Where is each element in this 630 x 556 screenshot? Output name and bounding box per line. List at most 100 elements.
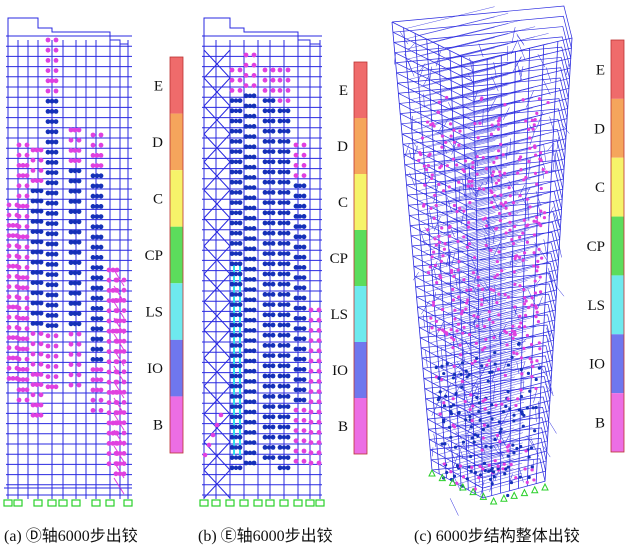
plastic-hinge [490,191,493,194]
plastic-hinge [252,369,257,374]
plastic-hinge [468,201,471,204]
plastic-hinge [298,367,302,371]
plastic-hinge [39,301,44,306]
plastic-hinge [54,201,59,206]
plastic-hinge [494,404,497,407]
plastic-hinge [298,398,302,402]
plastic-hinge [522,98,525,101]
plastic-hinge [463,170,466,173]
plastic-hinge [263,251,268,256]
plastic-hinge [294,255,299,260]
plastic-hinge [271,414,276,419]
plastic-hinge [294,367,299,372]
plastic-hinge [286,435,291,440]
plastic-hinge [99,326,104,331]
plastic-hinge [263,343,268,348]
plastic-hinge [530,446,533,449]
plastic-hinge [302,316,307,321]
plastic-hinge [282,292,286,296]
plastic-hinge [440,146,443,149]
plastic-hinge [54,344,59,349]
plastic-hinge [114,359,119,364]
plastic-hinge [450,328,453,331]
brace-line [452,253,455,265]
plastic-hinge [99,255,104,260]
plastic-hinge [248,175,252,179]
plastic-hinge [230,414,235,419]
plastic-hinge [527,455,530,458]
floor-grid [433,20,522,42]
plastic-hinge [267,343,271,347]
plastic-hinge [542,168,545,171]
plastic-hinge [114,278,119,283]
plastic-hinge [39,199,44,204]
plastic-hinge [471,419,474,422]
plastic-hinge [252,134,257,139]
brace-line [459,186,460,200]
plastic-hinge [462,326,465,329]
plastic-hinge [278,221,283,226]
plastic-hinge [444,242,447,245]
plastic-hinge [248,349,252,353]
plastic-hinge [17,357,22,362]
plastic-hinge [455,329,458,332]
plastic-hinge [479,473,482,476]
plastic-hinge [238,384,243,389]
legend-swatch-ls [170,283,183,340]
plastic-hinge [493,475,496,478]
plastic-hinge [441,135,444,138]
support [542,484,548,490]
plastic-hinge [298,245,302,249]
plastic-hinge [309,450,314,455]
plastic-hinge [215,423,220,428]
panel-b-caption: (b) Ⓔ轴6000步出铰 [198,522,333,546]
plastic-hinge [122,329,127,334]
panel-a-frame-elevation [4,18,132,506]
plastic-hinge [510,481,513,484]
plastic-hinge [517,343,520,346]
brace-line [550,117,554,132]
plastic-hinge [508,221,511,224]
plastic-hinge [39,260,44,265]
floor-grid [409,48,495,69]
plastic-hinge [477,410,480,413]
plastic-hinge [302,153,307,158]
plastic-hinge [248,165,252,169]
plastic-hinge [278,261,283,266]
plastic-hinge [494,363,497,366]
brace-line [492,366,497,381]
plastic-hinge [498,212,501,215]
plastic-hinge [114,308,119,313]
plastic-hinge [25,163,30,168]
plastic-hinge [504,374,507,377]
plastic-hinge [438,241,441,244]
plastic-hinge [467,185,470,188]
plastic-hinge [302,357,307,362]
plastic-hinge [519,445,522,448]
plastic-hinge [473,256,476,259]
plastic-hinge [537,248,540,251]
plastic-hinge [238,251,243,256]
plastic-hinge [448,225,451,228]
plastic-hinge [443,404,446,407]
support [316,500,324,506]
plastic-hinge [7,345,12,350]
plastic-hinge [77,383,82,388]
plastic-hinge [115,268,120,273]
plastic-hinge [238,363,243,368]
plastic-hinge [538,97,541,100]
plastic-hinge [263,312,268,317]
plastic-hinge [446,362,449,365]
plastic-hinge [500,402,503,405]
plastic-hinge [267,364,271,368]
plastic-hinge [230,353,235,358]
legend-label-d: D [337,139,348,155]
plastic-hinge [7,213,12,218]
plastic-hinge [25,143,30,148]
plastic-hinge [99,163,104,168]
plastic-hinge [449,436,452,439]
plastic-hinge [230,435,235,440]
plastic-hinge [17,255,22,260]
floor-grid [433,30,521,52]
plastic-hinge [282,180,286,184]
